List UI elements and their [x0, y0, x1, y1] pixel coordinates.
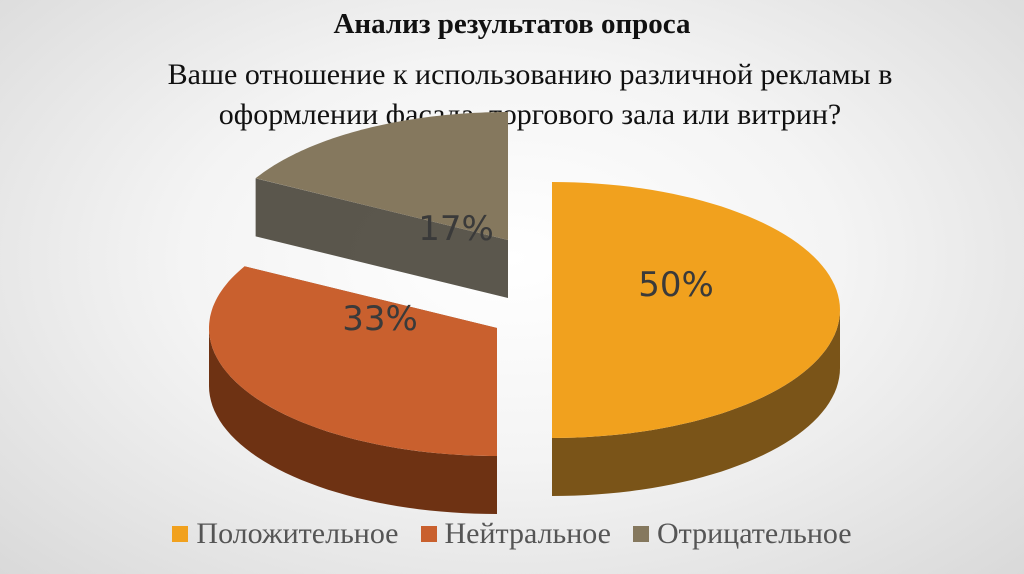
legend-item-neutral: Нейтральное: [420, 517, 611, 551]
legend-label-negative: Отрицательное: [656, 517, 852, 550]
chart-subtitle: Ваше отношение к использованию различной…: [167, 58, 893, 131]
legend-swatch-neutral: [420, 526, 437, 542]
data-label-negative: 17%: [418, 209, 494, 249]
legend-item-negative: Отрицательное: [632, 517, 852, 551]
slice-positive: [552, 182, 840, 438]
legend-label-positive: Положительное: [196, 517, 399, 550]
legend: Положительное Нейтральное Отрицательное: [0, 517, 1024, 551]
legend-label-neutral: Нейтральное: [444, 517, 611, 550]
legend-item-positive: Положительное: [172, 517, 399, 551]
legend-swatch-negative: [632, 526, 649, 542]
legend-swatch-positive: [172, 526, 189, 542]
slice-neutral: [209, 266, 497, 456]
slice-side-positive: [552, 310, 840, 496]
data-label-neutral: 33%: [342, 299, 418, 339]
chart-title: Анализ результатов опроса: [333, 8, 691, 40]
slice-negative: [255, 112, 508, 240]
slice-side-neutral: [209, 328, 497, 514]
slice-edge-negative-0: [255, 178, 508, 298]
data-label-positive: 50%: [638, 265, 714, 305]
